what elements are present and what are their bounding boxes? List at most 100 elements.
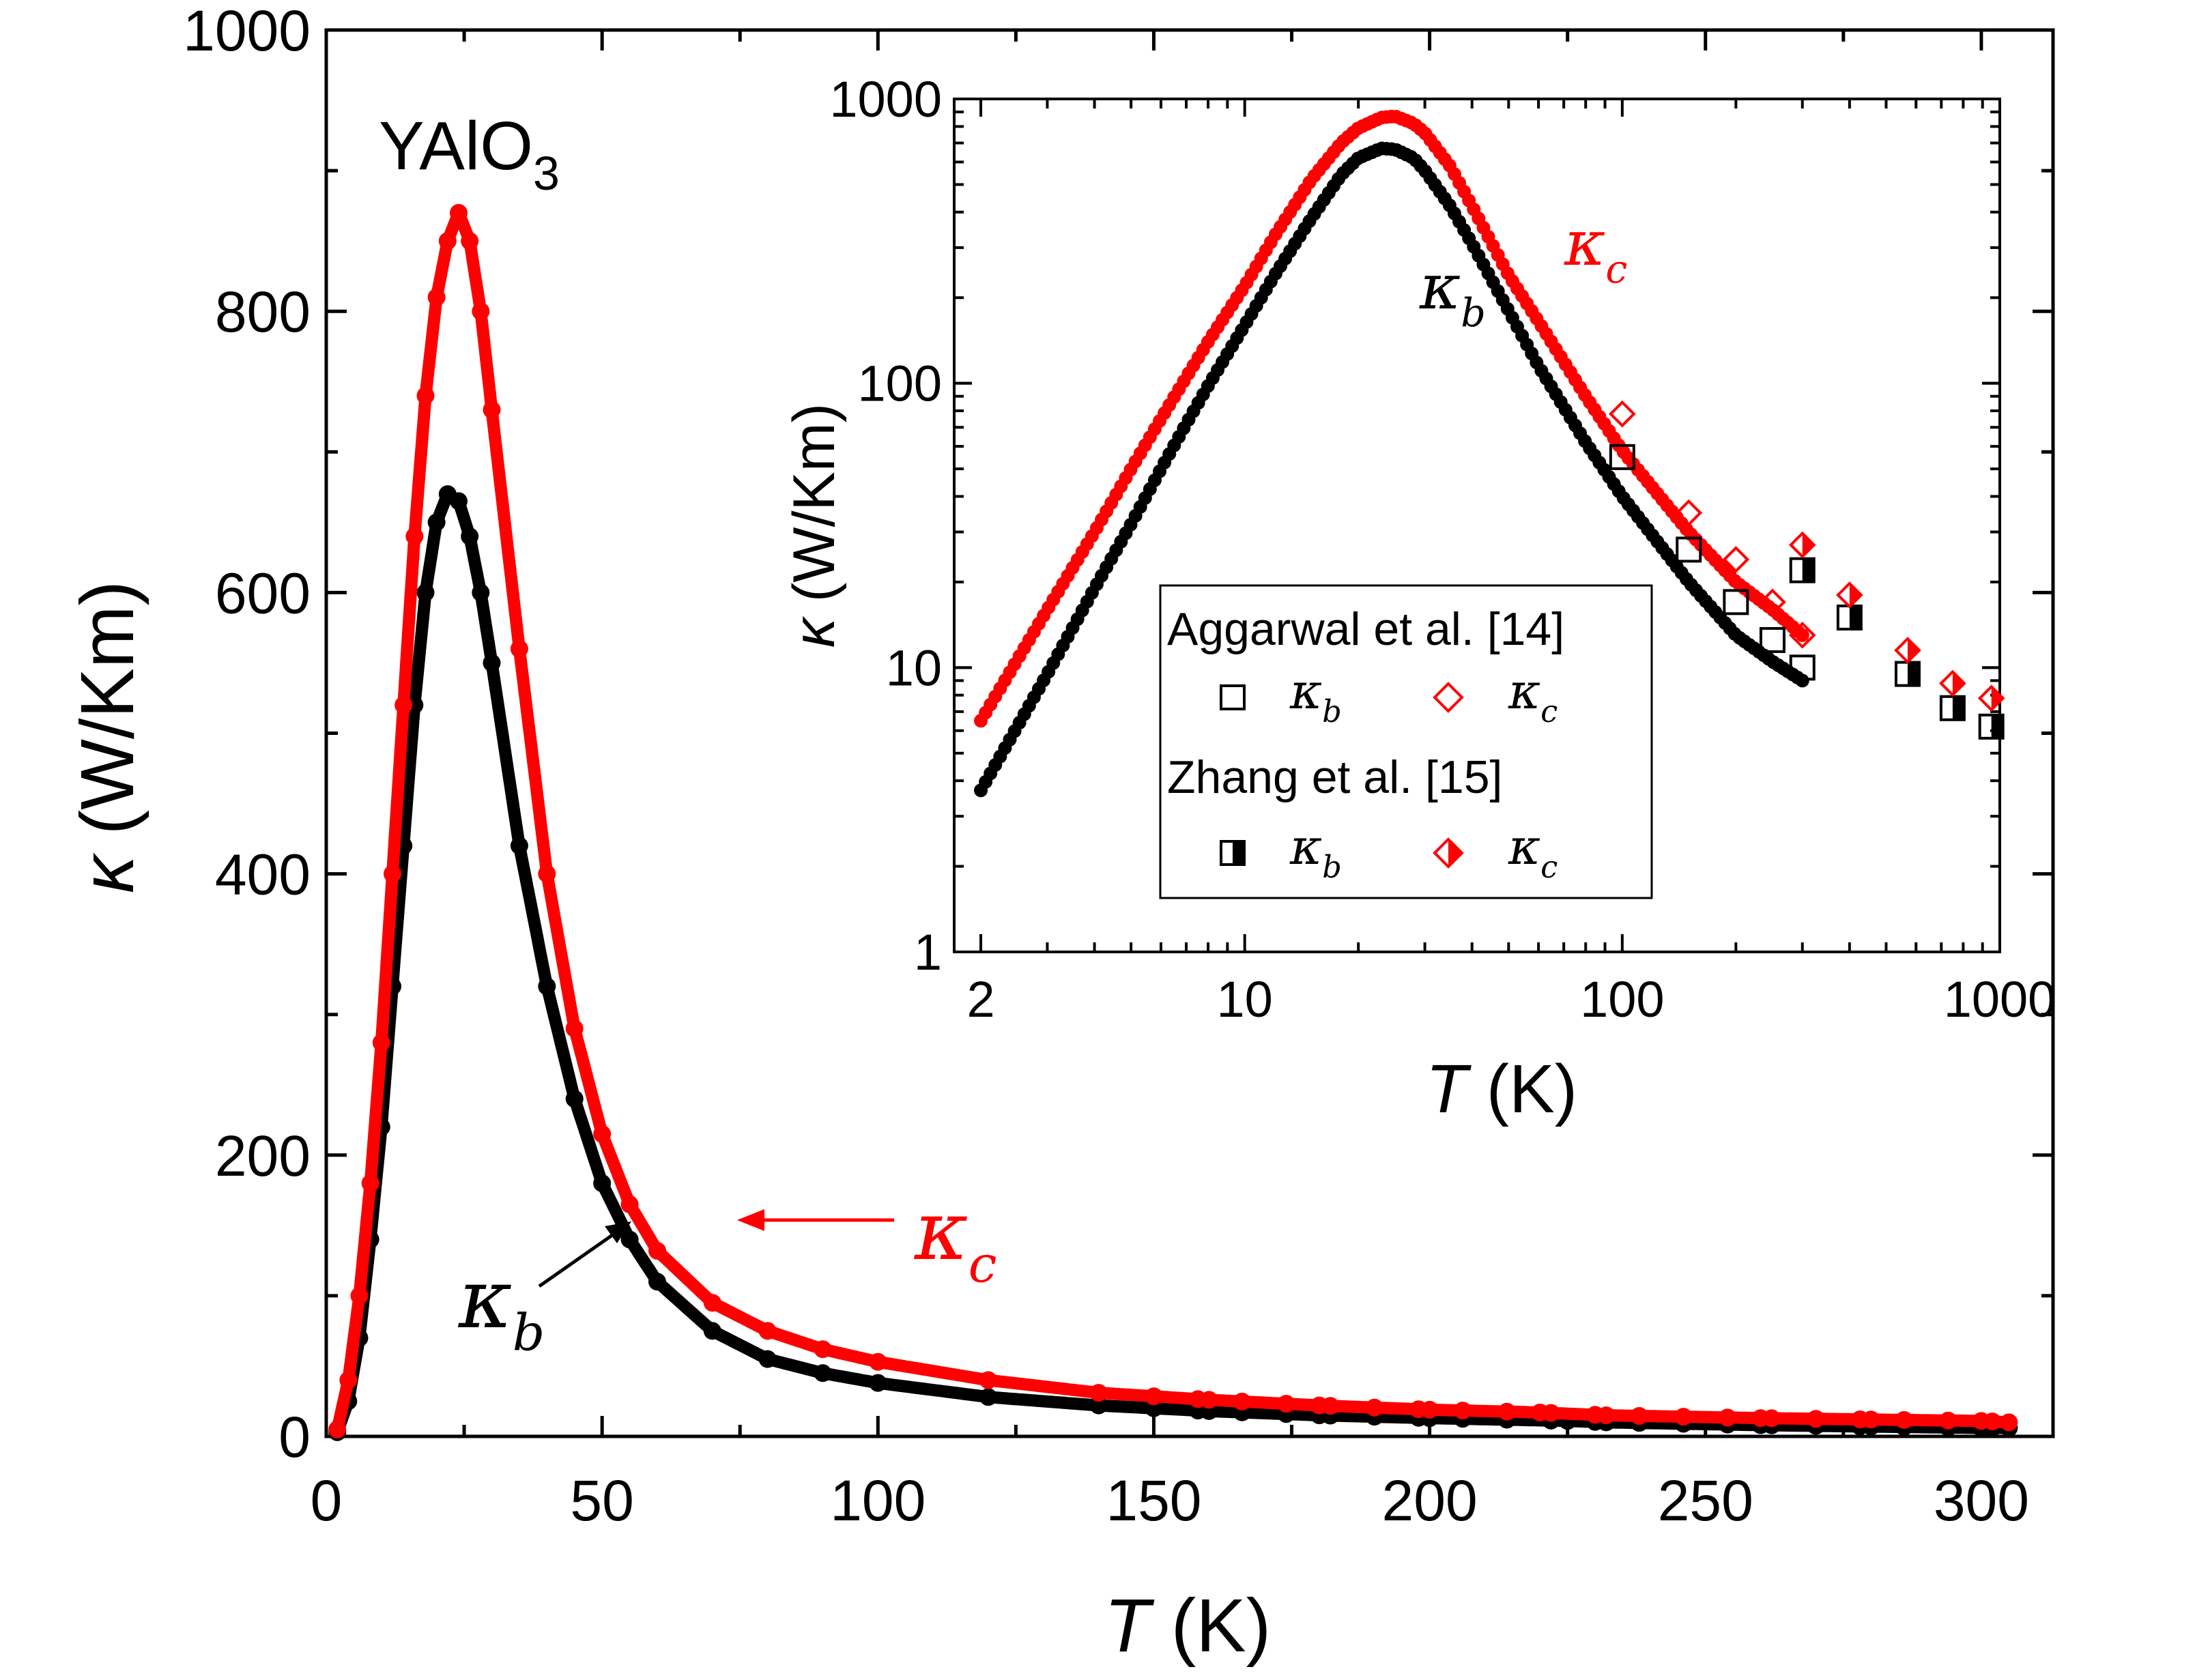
x-axis-label: T (K)	[1104, 1584, 1271, 1668]
inset-y-tick-label: 100	[858, 356, 942, 412]
inset-x-tick-label: 2	[966, 971, 994, 1028]
data-point-kc	[1454, 1402, 1472, 1420]
inset-data-point-kb	[1795, 674, 1809, 688]
inset-x-axis-label: T (K)	[1426, 1051, 1577, 1127]
inset-marker-aggarwal-kc	[1609, 400, 1636, 428]
inset-marker-zhang-kb-outline	[1978, 713, 2005, 740]
legend-label: κb	[1289, 663, 1342, 729]
inset-marker-aggarwal-kb-outline	[1789, 654, 1816, 681]
inset-marker-zhang-kc	[1939, 669, 1966, 697]
data-point-kb	[979, 1388, 997, 1406]
x-tick-label: 250	[1658, 1468, 1753, 1533]
legend-marker-zhang-kc-outline	[1433, 837, 1464, 869]
data-point-kc	[1321, 1397, 1340, 1415]
data-point-kc	[1983, 1413, 2002, 1431]
data-point-kb	[703, 1322, 721, 1340]
inset-marker-aggarwal-kb-outline	[1723, 589, 1749, 615]
inset-marker-zhang-kc-outline	[1836, 581, 1863, 609]
x-axis-label-unit: (K)	[1171, 1584, 1272, 1668]
data-point-kc	[1762, 1409, 1781, 1428]
data-point-kc	[565, 1019, 584, 1038]
legend-label: κc	[1508, 663, 1558, 729]
legend-label-subscript: c	[1540, 850, 1558, 885]
kappa-b-arrowhead	[605, 1221, 631, 1243]
data-point-kb	[758, 1350, 777, 1368]
data-point-kc	[427, 288, 446, 306]
data-point-kb	[814, 1364, 832, 1382]
y-tick-label: 0	[278, 1405, 311, 1469]
data-point-kc	[1542, 1404, 1560, 1422]
data-point-kb	[483, 654, 501, 672]
inset-marker-aggarwal-kc	[1675, 499, 1703, 527]
inset-marker-zhang-kc-fill	[1952, 671, 1964, 695]
x-tick-label: 100	[830, 1468, 926, 1533]
data-point-kc	[372, 1033, 390, 1052]
y-tick-label: 200	[215, 1124, 311, 1188]
data-point-kc	[1630, 1406, 1648, 1425]
inset-marker-zhang-kc	[1836, 581, 1863, 609]
inset-marker-zhang-kc-fill	[1907, 639, 1919, 663]
kappa-b-arrow	[538, 1232, 616, 1288]
data-point-kb	[416, 583, 435, 602]
inset-x-tick-label: 10	[1217, 971, 1273, 1028]
inset-marker-zhang-kc-outline	[1977, 684, 2005, 712]
data-point-kc	[538, 865, 556, 883]
data-point-kc	[593, 1125, 612, 1143]
inset-marker-zhang-kc-fill	[1849, 583, 1861, 607]
inset-marker-zhang-kb	[1789, 557, 1816, 583]
data-point-kc	[1719, 1408, 1737, 1427]
inset-series-kb	[974, 141, 1809, 798]
inset-marker-aggarwal-kc-outline	[1759, 588, 1786, 616]
legend-label-subscript: b	[1322, 694, 1342, 729]
data-point-kc	[405, 527, 424, 545]
inset-marker-zhang-kb-outline	[1789, 557, 1816, 583]
inset-marker-zhang-kc-outline	[1788, 531, 1816, 559]
inset-series-zhang-kb	[1789, 557, 2005, 740]
data-point-kb	[1089, 1396, 1108, 1415]
inset-marker-aggarwal-kb-outline	[1759, 626, 1785, 653]
inset-series-aggarwal-kc	[1609, 400, 1816, 649]
inset-marker-zhang-kc	[1977, 684, 2005, 712]
inset-marker-aggarwal-kb	[1723, 589, 1749, 615]
data-point-kc	[1409, 1400, 1428, 1419]
legend-marker-aggarwal-kb	[1220, 684, 1246, 710]
legend-group-title: Zhang et al. [15]	[1167, 751, 1502, 803]
y-axis-label-var: κ	[66, 835, 149, 894]
legend-marker-aggarwal-kc-outline	[1433, 682, 1464, 713]
inset-x-axis-label-unit: (K)	[1487, 1051, 1577, 1127]
y-tick-label: 600	[215, 561, 311, 625]
inset-x-tick-label: 100	[1580, 971, 1664, 1028]
inset-series-aggarwal-kb	[1609, 444, 1816, 681]
data-point-kc	[449, 203, 468, 222]
kappa-c-arrowhead	[737, 1209, 764, 1231]
y-tick-label: 400	[215, 843, 311, 907]
x-tick-label: 0	[311, 1468, 343, 1533]
inset-marker-aggarwal-kb-outline	[1676, 536, 1702, 563]
legend-marker-zhang-kc-fill	[1448, 839, 1462, 867]
data-point-kc	[1233, 1392, 1251, 1410]
material-label-subscript: 3	[533, 147, 560, 200]
kappa-b-label: κb	[457, 1252, 545, 1363]
data-point-kb	[620, 1230, 639, 1249]
data-point-kc	[703, 1294, 721, 1312]
data-point-kc	[814, 1340, 832, 1359]
legend-marker-zhang-kb-outline	[1220, 840, 1246, 866]
y-axis-label: κ (W/Km)	[66, 581, 149, 893]
data-point-kc	[394, 696, 413, 714]
data-point-kb	[593, 1174, 612, 1193]
inset-marker-zhang-kc-fill	[1802, 533, 1814, 557]
data-point-kc	[869, 1352, 887, 1371]
inset-y-axis-label: κ (W/Km)	[781, 403, 847, 648]
inset-marker-aggarwal-kb	[1759, 626, 1785, 653]
legend-label: κb	[1289, 818, 1342, 885]
inset-y-tick-label: 1	[914, 924, 942, 981]
kappa-c-label: κc	[913, 1184, 996, 1294]
inset-series-kc	[974, 109, 1809, 728]
data-point-kc	[758, 1322, 777, 1340]
inset-marker-aggarwal-kb	[1676, 536, 1702, 563]
inset-y-tick-label: 1000	[829, 71, 942, 128]
data-point-kc	[1089, 1384, 1108, 1402]
data-point-kc	[979, 1371, 997, 1389]
